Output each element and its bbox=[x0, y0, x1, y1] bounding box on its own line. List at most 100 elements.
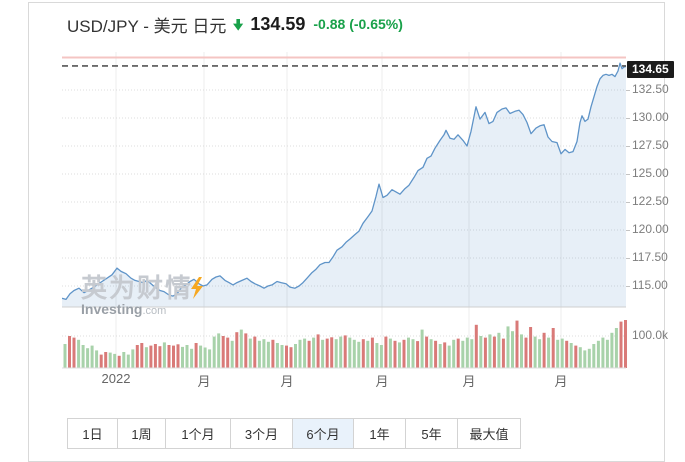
volume-bar bbox=[601, 337, 605, 368]
range-button-6个月[interactable]: 6个月 bbox=[293, 419, 354, 448]
volume-bar bbox=[384, 336, 388, 368]
volume-bar bbox=[370, 337, 374, 368]
volume-bar bbox=[294, 344, 297, 368]
volume-bar bbox=[388, 338, 392, 368]
volume-bar bbox=[420, 329, 424, 368]
volume-bar bbox=[95, 350, 99, 368]
volume-bar bbox=[624, 320, 627, 368]
volume-bar bbox=[253, 336, 257, 368]
y-axis-label: 125.00 bbox=[632, 166, 669, 180]
volume-bar bbox=[520, 334, 523, 368]
volume-bar bbox=[131, 349, 135, 368]
volume-bar bbox=[303, 338, 307, 368]
volume-bar bbox=[605, 339, 609, 368]
volume-bar bbox=[149, 345, 153, 368]
volume-bar bbox=[190, 348, 194, 368]
volume-bar bbox=[434, 340, 438, 368]
volume-bar bbox=[443, 342, 447, 368]
range-button-5年[interactable]: 5年 bbox=[406, 419, 458, 448]
volume-bar bbox=[578, 347, 582, 368]
volume-bar bbox=[167, 345, 171, 368]
volume-bar bbox=[266, 341, 270, 368]
volume-bar bbox=[239, 329, 243, 368]
volume-bar bbox=[596, 340, 600, 368]
volume-bar bbox=[501, 338, 505, 368]
volume-bar bbox=[81, 345, 85, 368]
range-button-最大值[interactable]: 最大值 bbox=[458, 419, 520, 448]
volume-bar bbox=[411, 339, 415, 368]
range-button-1日[interactable]: 1日 bbox=[68, 419, 118, 448]
volume-bar bbox=[456, 338, 460, 368]
volume-bar bbox=[257, 340, 261, 368]
range-button-3个月[interactable]: 3个月 bbox=[231, 419, 293, 448]
volume-bar bbox=[438, 344, 442, 368]
volume-bar bbox=[117, 355, 121, 368]
volume-bar bbox=[181, 346, 184, 368]
volume-bar bbox=[68, 336, 71, 368]
volume-bar bbox=[407, 337, 410, 368]
volume-bar bbox=[212, 336, 216, 368]
volume-bar bbox=[298, 339, 302, 368]
x-axis-label: 月 bbox=[197, 374, 211, 389]
volume-bar bbox=[560, 338, 564, 368]
volume-bar bbox=[352, 339, 356, 368]
volume-bar bbox=[398, 342, 401, 368]
y-axis-label: 115.00 bbox=[632, 278, 668, 292]
volume-bar bbox=[248, 338, 252, 368]
volume-bar bbox=[325, 338, 329, 368]
y-axis-label: 120.00 bbox=[632, 222, 669, 236]
volume-bar bbox=[289, 347, 293, 368]
volume-bar bbox=[316, 334, 320, 368]
volume-bar bbox=[162, 342, 166, 368]
volume-bar bbox=[348, 337, 352, 368]
range-button-1周[interactable]: 1周 bbox=[118, 419, 166, 448]
volume-bar bbox=[533, 336, 537, 368]
volume-bar bbox=[452, 339, 456, 368]
volume-bar bbox=[511, 331, 514, 368]
y-axis-tick bbox=[626, 146, 630, 147]
range-button-1年[interactable]: 1年 bbox=[354, 419, 406, 448]
volume-bar bbox=[416, 341, 420, 368]
volume-bar bbox=[108, 352, 112, 368]
range-button-1个月[interactable]: 1个月 bbox=[166, 419, 231, 448]
volume-bar bbox=[474, 324, 478, 368]
volume-bar bbox=[556, 339, 560, 368]
volume-bar bbox=[271, 339, 275, 368]
volume-bar bbox=[393, 340, 397, 368]
y-axis-tick bbox=[626, 174, 630, 175]
volume-bar bbox=[113, 353, 117, 368]
volume-bar bbox=[361, 339, 365, 368]
volume-bar bbox=[217, 333, 221, 368]
volume-bar bbox=[506, 326, 510, 368]
y-axis-tick bbox=[626, 118, 630, 119]
volume-bar bbox=[524, 337, 528, 368]
volume-bar bbox=[592, 344, 596, 368]
volume-bar bbox=[135, 345, 139, 368]
volume-bar bbox=[497, 332, 501, 368]
volume-bar bbox=[77, 339, 81, 368]
volume-bar bbox=[465, 337, 469, 368]
volume-bar bbox=[357, 341, 361, 368]
instrument-header: USD/JPY - 美元 日元 134.59 -0.88 (-0.65%) bbox=[67, 12, 403, 36]
volume-bar bbox=[479, 336, 483, 368]
price-volume-chart[interactable] bbox=[62, 48, 627, 378]
y-axis-label: 122.50 bbox=[632, 194, 669, 208]
volume-bar bbox=[86, 348, 90, 368]
volume-bar bbox=[63, 344, 67, 368]
y-axis-tick bbox=[626, 286, 630, 287]
volume-bar bbox=[226, 337, 230, 368]
volume-bar bbox=[122, 352, 126, 368]
volume-bar bbox=[339, 336, 343, 368]
volume-bar bbox=[280, 345, 284, 368]
volume-bar bbox=[461, 340, 465, 368]
volume-bar bbox=[235, 332, 239, 368]
volume-bar bbox=[72, 337, 76, 368]
volume-bar bbox=[569, 343, 573, 368]
volume-bar bbox=[583, 350, 587, 368]
volume-bar bbox=[307, 340, 311, 368]
volume-bar bbox=[104, 352, 108, 368]
volume-bar bbox=[529, 327, 533, 368]
last-price: 134.59 bbox=[250, 13, 306, 34]
volume-bar bbox=[551, 328, 555, 368]
volume-bar bbox=[614, 328, 618, 368]
